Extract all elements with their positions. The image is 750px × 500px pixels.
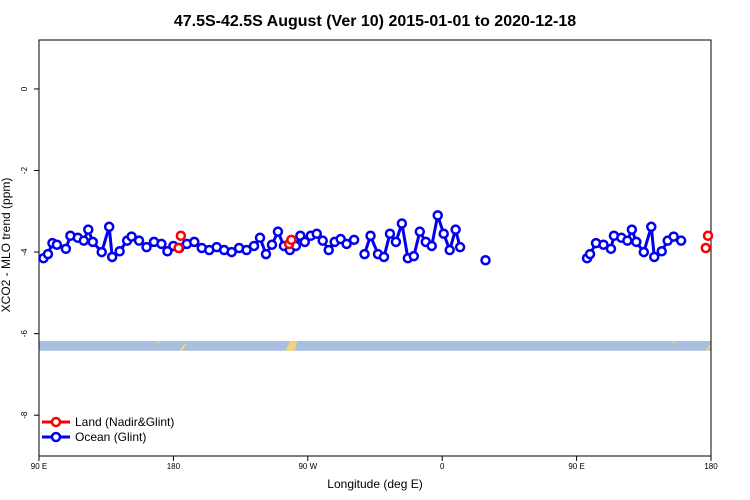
legend-label: Land (Nadir&Glint) <box>75 415 174 429</box>
land-mark-1 <box>179 343 187 351</box>
ocean-point <box>241 244 252 256</box>
y-tick-label: -6 <box>20 330 29 338</box>
ocean-point <box>450 224 461 235</box>
ocean-point <box>96 246 107 258</box>
ocean-point <box>584 248 596 260</box>
land-point <box>702 230 714 242</box>
land-mark-0 <box>157 340 160 343</box>
ocean-point <box>378 251 390 263</box>
ocean-point <box>311 228 323 239</box>
ocean-point <box>103 221 115 233</box>
ocean-point <box>649 251 660 263</box>
y-axis-label: XCO2 - MLO trend (ppm) <box>0 178 13 313</box>
ocean-point <box>432 210 443 221</box>
land-point <box>175 230 187 242</box>
ocean-point <box>365 230 376 242</box>
x-tick-label: 0 <box>440 462 445 471</box>
legend-marker <box>50 431 62 443</box>
ocean-point <box>189 236 200 248</box>
y-tick-label: -8 <box>20 411 29 419</box>
ocean-point <box>631 236 642 248</box>
ocean-point <box>126 231 137 242</box>
ocean-point <box>299 236 311 248</box>
y-tick-label: -2 <box>20 166 29 174</box>
ocean-point <box>598 239 609 250</box>
ocean-point <box>60 243 72 255</box>
ocean-point <box>226 246 237 258</box>
x-tick-label: 90 W <box>298 462 317 471</box>
plot-area <box>38 39 714 457</box>
ocean-point <box>106 251 118 263</box>
ocean-point <box>348 234 360 246</box>
land-point <box>286 234 297 246</box>
ocean-point <box>480 254 491 266</box>
ocean-point <box>133 235 145 246</box>
ocean-point <box>83 224 94 235</box>
ocean-point <box>384 228 396 239</box>
ocean-point <box>42 248 54 260</box>
ocean-point <box>266 239 278 250</box>
ocean-point <box>341 238 352 250</box>
ocean-point <box>638 246 650 258</box>
ocean-point <box>272 226 284 237</box>
ocean-point <box>396 218 408 229</box>
ocean-point <box>51 239 63 250</box>
ocean-point <box>408 250 420 262</box>
ocean-point <box>260 248 272 260</box>
ocean-point <box>87 236 99 248</box>
x-axis-ticks: 90 E 180 90 W 0 90 E 180 <box>31 456 718 471</box>
ocean-point <box>668 231 679 242</box>
y-tick-label: -4 <box>20 248 29 256</box>
ocean-point <box>656 246 667 257</box>
ocean-point <box>390 236 402 248</box>
land-mark-4 <box>705 343 713 351</box>
ocean-point <box>114 246 125 257</box>
y-tick-label: 0 <box>20 86 29 91</box>
legend-label: Ocean (Glint) <box>75 430 146 444</box>
ocean-point <box>444 244 455 256</box>
x-tick-label: 180 <box>167 462 181 471</box>
ocean-point <box>156 238 167 250</box>
ocean-point <box>646 221 657 233</box>
ocean-point <box>675 235 687 246</box>
land-point <box>173 242 184 254</box>
land-mark-2 <box>285 340 298 351</box>
x-tick-label: 90 E <box>31 462 47 471</box>
land-mark-3 <box>672 340 675 343</box>
ocean-point <box>414 226 426 237</box>
ocean-point <box>605 243 617 255</box>
x-tick-label: 180 <box>704 462 718 471</box>
ocean-point <box>438 228 449 239</box>
land-point <box>700 242 712 254</box>
ocean-point <box>622 235 633 246</box>
x-axis-label: Longitude (deg E) <box>327 477 422 491</box>
reference-band <box>39 340 711 351</box>
ocean-point <box>141 241 152 253</box>
ocean-point <box>426 240 437 252</box>
y-axis-ticks: 0 -2 -4 -6 -8 <box>20 86 39 419</box>
ocean-point <box>254 232 266 244</box>
legend: Land (Nadir&Glint)Ocean (Glint) <box>42 415 174 444</box>
chart-title: 47.5S-42.5S August (Ver 10) 2015-01-01 t… <box>174 13 576 30</box>
ocean-point <box>323 244 334 256</box>
ocean-point <box>626 224 638 235</box>
x-tick-label: 90 E <box>568 462 584 471</box>
ocean-point <box>78 235 90 246</box>
ocean-point <box>454 241 466 253</box>
legend-marker <box>50 416 62 428</box>
ocean-point <box>359 248 370 260</box>
ocean-point <box>317 235 328 246</box>
ocean-point <box>248 240 260 252</box>
